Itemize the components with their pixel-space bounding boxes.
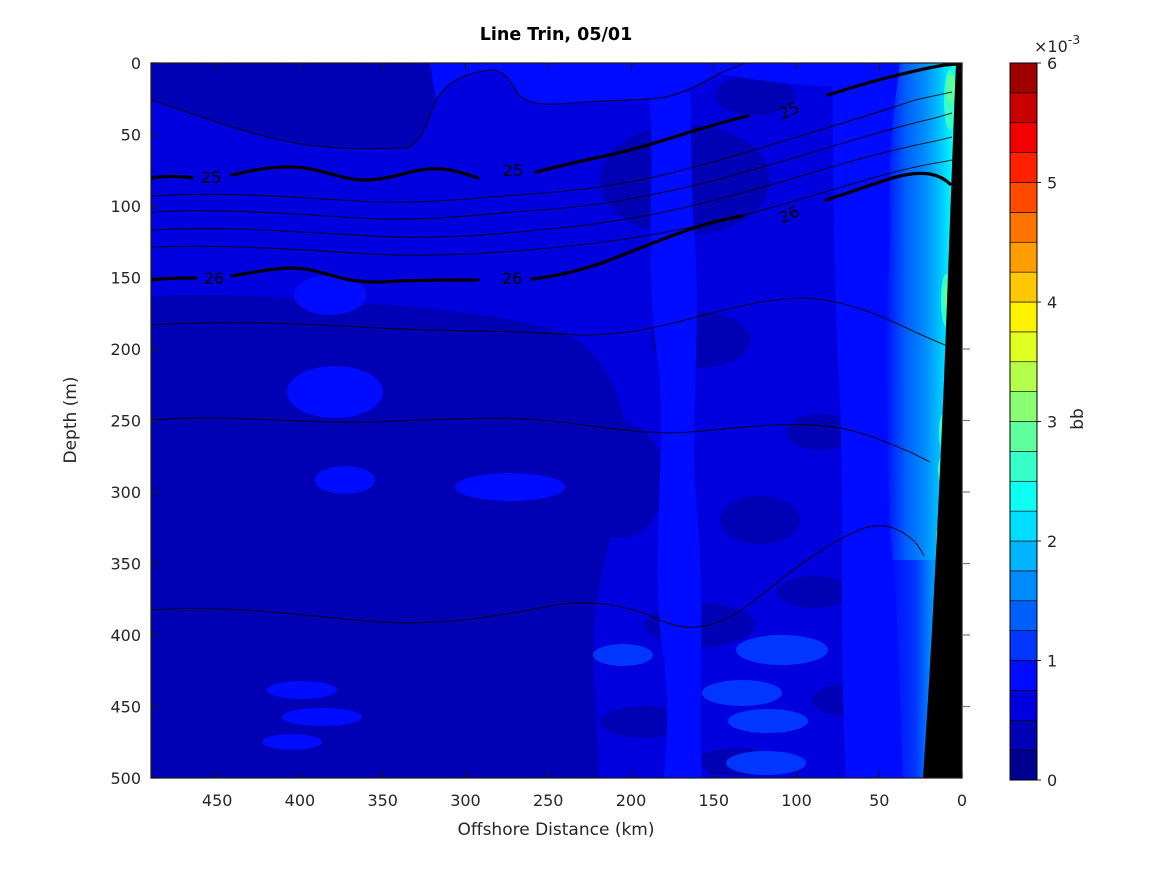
colorbar-segment [1009, 212, 1038, 243]
colorbar-segment [1009, 182, 1038, 213]
field-dark-deep-left [151, 294, 626, 778]
colorbar-segment [1009, 271, 1038, 303]
colorbar-tick-labels: 0 1 2 3 4 5 6 [1037, 54, 1057, 790]
axis-ticks [151, 62, 970, 779]
thick-isopycnal-contours [151, 63, 959, 284]
x-tick-label: 350 [367, 791, 398, 810]
colorbar-segment [1009, 719, 1038, 751]
contour-label-25-left: 25 [201, 168, 221, 187]
thin-isopycnal-contours [151, 63, 953, 628]
colorbar-tick-label: 5 [1047, 174, 1057, 193]
field-light-coast-band [832, 63, 905, 778]
field-layer [151, 63, 962, 778]
colorbar-exponent: ×10-3 [1034, 32, 1080, 56]
colorbar-segment [1009, 451, 1038, 482]
y-tick-label: 0 [131, 54, 141, 73]
bathymetry-mask [923, 63, 962, 778]
colorbar-segment [1009, 301, 1038, 333]
y-tick-label: 300 [110, 483, 141, 502]
x-tick-label: 100 [781, 791, 812, 810]
y-tick-label: 250 [110, 412, 141, 431]
colorbar-segment [1009, 510, 1038, 542]
contour-label-25-mid: 25 [503, 161, 523, 180]
y-tick-label: 450 [110, 698, 141, 717]
x-tick-label: 0 [957, 791, 967, 810]
colorbar-segment [1009, 600, 1038, 631]
colorbar-tick-label: 0 [1047, 771, 1057, 790]
x-tick-label: 400 [285, 791, 316, 810]
colorbar-segment [1009, 570, 1038, 602]
colorbar-segment [1009, 152, 1038, 183]
colorbar-tick-label: 1 [1047, 652, 1057, 671]
y-tick-label: 150 [110, 269, 141, 288]
colorbar-segment [1009, 540, 1038, 572]
y-tick-label: 350 [110, 555, 141, 574]
axis-tick-labels: 450 400 350 300 250 200 150 100 50 00501001502002… [110, 54, 967, 810]
colorbar-segment [1009, 361, 1038, 392]
y-tick-label: 100 [110, 197, 141, 216]
y-tick-label: 200 [110, 340, 141, 359]
colorbar-tick-label: 4 [1047, 293, 1057, 312]
colorbar-axis-label: bb [1068, 408, 1088, 430]
contour-label-26-mid: 26 [502, 269, 522, 288]
chart-title: Line Trin, 05/01 [480, 25, 633, 45]
x-axis-label: Offshore Distance (km) [457, 820, 654, 840]
y-tick-label: 500 [110, 769, 141, 788]
colorbar-segment [1009, 92, 1038, 124]
field-dark-surface-left [151, 63, 436, 149]
colorbar-segment [1009, 331, 1038, 363]
colorbar-segment [1009, 241, 1038, 273]
colorbar-segment [1009, 749, 1038, 781]
x-tick-label: 150 [698, 791, 729, 810]
colorbar-tick-label: 3 [1047, 413, 1057, 432]
y-tick-label: 400 [110, 626, 141, 645]
colorbar [1009, 62, 1038, 781]
colorbar-tick-label: 6 [1047, 54, 1057, 73]
colorbar-segment [1009, 391, 1038, 422]
y-tick-label: 50 [121, 126, 141, 145]
x-tick-label: 250 [533, 791, 564, 810]
field-light-mid-column [648, 92, 702, 778]
field-light-patches [262, 275, 565, 750]
colorbar-segment [1009, 660, 1038, 691]
x-tick-label: 450 [202, 791, 233, 810]
colorbar-segment [1009, 62, 1038, 94]
field-light-surface-right [430, 63, 905, 105]
colorbar-segment [1009, 421, 1038, 452]
x-tick-label: 300 [450, 791, 481, 810]
colorbar-segment [1009, 122, 1038, 153]
contour-label-26-left: 26 [204, 269, 224, 288]
colorbar-segment [1009, 630, 1038, 661]
colorbar-segment [1009, 690, 1038, 721]
x-tick-label: 200 [616, 791, 647, 810]
y-axis-label: Depth (m) [61, 376, 81, 463]
field-bright-spots [593, 635, 828, 775]
colorbar-segment [1009, 480, 1038, 512]
x-tick-label: 50 [869, 791, 889, 810]
colorbar-tick-label: 2 [1047, 532, 1057, 551]
